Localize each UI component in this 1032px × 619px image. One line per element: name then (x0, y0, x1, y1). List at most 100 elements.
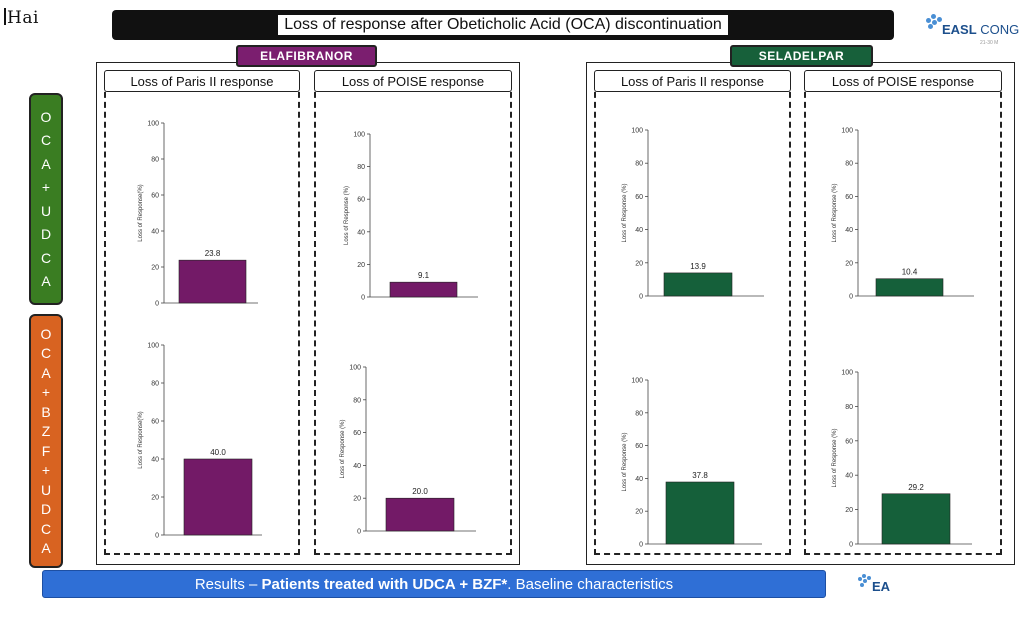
y-tick-label: 60 (151, 193, 159, 200)
chart-sel-paris-bzf: 0 20 40 60 80 100 Loss of Response (%) 37.8 (622, 378, 762, 549)
bar (389, 281, 458, 298)
bar-value-label: 13.9 (690, 262, 706, 271)
row-letter: U (40, 202, 52, 219)
seladelpar-label: SELADELPAR (730, 45, 873, 67)
y-tick-label: 0 (357, 529, 361, 536)
y-tick-label: 40 (353, 463, 361, 470)
elafibranor-label: ELAFIBRANOR (236, 45, 377, 67)
y-tick-label: 40 (357, 229, 365, 236)
panel-frame-ela-poise (314, 82, 512, 555)
y-axis-label: Loss of Response (%) (622, 183, 628, 242)
bar-value-label: 9.1 (418, 271, 430, 280)
y-tick-label: 100 (841, 370, 853, 377)
bar-value-label: 29.2 (908, 483, 924, 492)
row-letter: C (40, 249, 52, 266)
results-suffix: . Baseline characteristics (507, 575, 674, 593)
y-axis-label: Loss of Response (%) (340, 419, 346, 478)
slide-title: Loss of response after Obeticholic Acid … (278, 15, 728, 35)
y-tick-label: 20 (845, 260, 853, 267)
y-axis-label: Loss of Response (%) (344, 186, 350, 245)
y-axis-label: Loss of Response (%) (832, 428, 838, 487)
row-letter: A (41, 364, 51, 381)
y-tick-label: 0 (639, 542, 643, 549)
bar-value-label: 20.0 (412, 487, 428, 496)
y-tick-label: 40 (845, 227, 853, 234)
bar (385, 497, 455, 532)
y-tick-label: 0 (155, 533, 159, 540)
row-letter: C (40, 520, 52, 537)
bar (665, 481, 735, 545)
bar (875, 278, 944, 297)
y-tick-label: 0 (849, 542, 853, 549)
y-tick-label: 40 (151, 457, 159, 464)
y-tick-label: 60 (357, 197, 365, 204)
y-tick-label: 80 (845, 161, 853, 168)
panel-frame-sel-poise (804, 82, 1002, 555)
y-tick-label: 40 (845, 473, 853, 480)
row-letter: B (41, 403, 51, 420)
results-banner: Results – Patients treated with UDCA + B… (42, 570, 826, 598)
easl-logo-text: EASL CONG (942, 22, 1020, 37)
y-tick-label: 80 (635, 410, 643, 417)
y-tick-label: 20 (151, 495, 159, 502)
bar-value-label: 40.0 (210, 448, 226, 457)
panel-header-ela-paris: Loss of Paris II response (104, 70, 300, 92)
brand-bar-mark (4, 8, 6, 25)
chart-ela-poise-bzf: 0 20 40 60 80 100 Loss of Response (%) 20.0 (340, 365, 476, 536)
y-tick-label: 20 (353, 496, 361, 503)
chart-ela-paris-udca: 0 20 40 60 80 100 Loss of Response(%) 23.8 (138, 121, 258, 308)
row-letter: O (40, 325, 52, 342)
y-tick-label: 20 (845, 507, 853, 514)
row-letter: A (41, 155, 51, 172)
y-tick-label: 20 (635, 509, 643, 516)
bar (183, 458, 253, 536)
y-tick-label: 0 (639, 294, 643, 301)
y-tick-label: 60 (151, 419, 159, 426)
y-tick-label: 100 (147, 343, 159, 350)
y-tick-label: 100 (147, 121, 159, 128)
y-tick-label: 60 (353, 430, 361, 437)
y-tick-label: 40 (635, 227, 643, 234)
y-tick-label: 40 (635, 476, 643, 483)
easl-congress-logo: EASL CONG 21-30 M (926, 12, 1032, 52)
panel-header-ela-poise: Loss of POISE response (314, 70, 512, 92)
brand-logo: Hai (4, 8, 39, 28)
row-letter: + (41, 179, 51, 196)
panel-header-sel-poise: Loss of POISE response (804, 70, 1002, 92)
results-prefix: Results – (194, 575, 262, 593)
row-letter: + (41, 384, 51, 401)
y-axis-label: Loss of Response (%) (622, 432, 628, 491)
easl-footer-logo: EA (858, 574, 898, 596)
row-letter: D (40, 501, 52, 518)
y-tick-label: 100 (349, 365, 361, 372)
bar-value-label: 37.8 (692, 471, 708, 480)
easl-dots-icon (926, 14, 944, 32)
row-letter: Z (41, 423, 51, 440)
bar (178, 259, 247, 304)
row-letter: + (41, 462, 51, 479)
row-letter: U (40, 481, 52, 498)
y-tick-label: 80 (151, 157, 159, 164)
chart-ela-poise-udca: 0 20 40 60 80 100 Loss of Response (%) 9.1 (344, 132, 478, 302)
row-label-oca-udca: O C A + U D C A (29, 93, 63, 305)
y-tick-label: 80 (353, 397, 361, 404)
chart-sel-poise-bzf: 0 20 40 60 80 100 Loss of Response (%) 29.2 (832, 370, 972, 549)
bar (881, 493, 951, 545)
y-axis-label: Loss of Response(%) (138, 411, 144, 468)
row-letter: F (41, 442, 51, 459)
y-tick-label: 60 (845, 194, 853, 201)
y-tick-label: 80 (357, 164, 365, 171)
y-tick-label: 20 (151, 265, 159, 272)
chart-ela-paris-bzf: 0 20 40 60 80 100 Loss of Response(%) 40.0 (138, 343, 262, 540)
bar-value-label: 10.4 (902, 268, 918, 277)
row-label-oca-bzf-udca: O C A + B Z F + U D C A (29, 314, 63, 568)
y-tick-label: 100 (353, 132, 365, 139)
y-axis-label: Loss of Response (%) (832, 183, 838, 242)
y-tick-label: 100 (631, 128, 643, 135)
easl-logo-subtext: 21-30 M (980, 40, 999, 46)
slide-title-bar: Loss of response after Obeticholic Acid … (112, 10, 894, 40)
row-letter: D (40, 226, 52, 243)
y-tick-label: 60 (635, 443, 643, 450)
bar-value-label: 23.8 (205, 249, 221, 258)
results-bold: Patients treated with UDCA + BZF* (261, 575, 508, 593)
